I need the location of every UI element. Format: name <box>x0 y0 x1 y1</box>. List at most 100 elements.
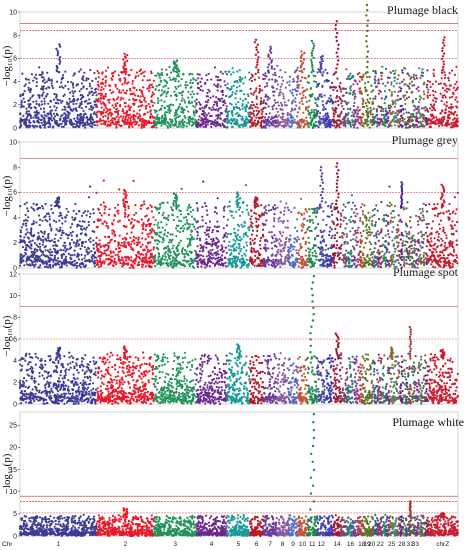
snp-point <box>92 247 95 250</box>
snp-point <box>24 248 27 251</box>
snp-point <box>59 248 62 251</box>
snp-point <box>122 115 125 118</box>
snp-point <box>38 242 41 245</box>
snp-point <box>255 103 259 106</box>
snp-point <box>276 116 279 119</box>
snp-point <box>34 115 37 118</box>
peak-point <box>172 204 175 207</box>
snp-point <box>375 110 378 113</box>
snp-point <box>43 123 46 126</box>
snp-point <box>439 92 442 95</box>
snp-point <box>107 116 110 119</box>
snp-point <box>133 261 136 264</box>
snp-point <box>83 246 86 249</box>
snp-point <box>113 233 116 236</box>
snp-point <box>232 71 235 74</box>
snp-point <box>213 123 216 126</box>
snp-point <box>282 120 285 123</box>
snp-point <box>45 80 48 83</box>
snp-point <box>160 68 163 71</box>
snp-point <box>57 239 60 242</box>
snp-point <box>57 257 60 260</box>
snp-point <box>445 122 448 125</box>
snp-point <box>226 113 230 116</box>
snp-point <box>321 84 324 87</box>
snp-point <box>293 80 296 83</box>
peak-point <box>269 51 273 54</box>
snp-point <box>179 239 182 242</box>
peak-point <box>334 71 338 74</box>
snp-point <box>443 118 446 121</box>
snp-point <box>97 85 100 88</box>
snp-point <box>143 97 146 100</box>
snp-point <box>79 247 82 250</box>
peak-point <box>366 71 369 74</box>
snp-point <box>157 260 160 263</box>
snp-point <box>78 210 81 213</box>
snp-point <box>402 96 405 99</box>
snp-point <box>44 202 47 206</box>
snp-point <box>32 207 35 210</box>
snp-point <box>349 72 352 75</box>
snp-point <box>201 109 204 113</box>
snp-point <box>185 216 188 219</box>
snp-point <box>206 101 209 104</box>
snp-point <box>258 243 262 247</box>
snp-point <box>179 92 182 95</box>
snp-point <box>256 264 259 267</box>
snp-point <box>58 214 61 218</box>
snp-point <box>422 97 425 100</box>
snp-point <box>427 88 430 91</box>
snp-point <box>48 122 52 125</box>
snp-point <box>424 106 427 109</box>
snp-point <box>62 249 65 252</box>
snp-point <box>85 120 89 124</box>
snp-point <box>230 125 234 128</box>
snp-point <box>407 96 411 99</box>
snp-point <box>394 112 397 115</box>
snp-point <box>169 264 172 267</box>
snp-point <box>60 115 63 118</box>
snp-point <box>146 233 149 236</box>
peak-point <box>257 71 260 74</box>
snp-point <box>179 84 182 87</box>
snp-point <box>258 87 261 91</box>
snp-point <box>443 103 446 106</box>
snp-point <box>244 76 247 79</box>
snp-point <box>133 114 136 118</box>
snp-point <box>211 262 215 265</box>
snp-point <box>333 109 336 112</box>
snp-point <box>342 94 345 97</box>
snp-point <box>272 94 275 97</box>
snp-point <box>225 251 228 254</box>
snp-point <box>80 82 84 85</box>
snp-point <box>250 79 253 83</box>
snp-point <box>240 223 243 226</box>
snp-point <box>72 95 75 98</box>
snp-point <box>183 114 186 118</box>
snp-point <box>158 203 162 206</box>
snp-point <box>189 243 192 247</box>
snp-point <box>275 107 278 110</box>
snp-point <box>62 125 65 128</box>
snp-point <box>114 70 117 73</box>
snp-point <box>114 254 117 257</box>
snp-point <box>135 71 139 74</box>
snp-point <box>127 116 130 119</box>
snp-point <box>189 93 192 96</box>
snp-point <box>42 117 46 120</box>
snp-point <box>62 253 66 256</box>
snp-point <box>170 71 173 74</box>
snp-point <box>78 125 81 128</box>
snp-point <box>99 96 102 100</box>
snp-point <box>307 121 310 124</box>
snp-point <box>403 98 406 101</box>
snp-point <box>411 99 415 102</box>
snp-point <box>156 226 160 229</box>
snp-point <box>216 246 219 249</box>
snp-point <box>100 92 103 95</box>
snp-point <box>171 233 174 236</box>
snp-point <box>338 85 341 88</box>
snp-point <box>41 85 44 88</box>
snp-point <box>257 224 260 227</box>
